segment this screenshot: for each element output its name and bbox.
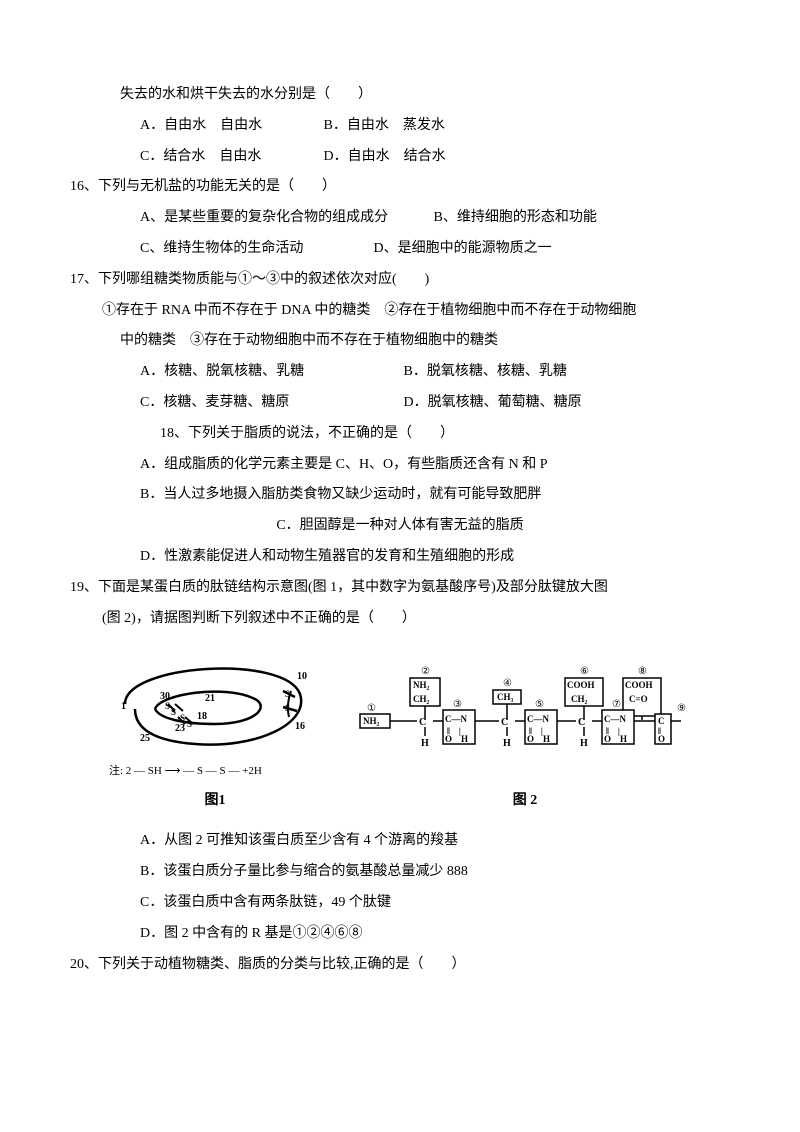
- fig1-label-16: 16: [295, 721, 305, 732]
- q16-stem: 16、下列与无机盐的功能无关的是（ ）: [70, 172, 730, 203]
- q19-choice-d: D．图 2 中含有的 R 基是①②④⑥⑧: [70, 919, 730, 950]
- fig2-c3: ③: [453, 699, 462, 710]
- q15-choice-b: B．自由水 蒸发水: [324, 111, 445, 142]
- q18-choice-b: B．当人过多地摄入脂肪类食物又缺少运动时，就有可能导致肥胖: [70, 480, 730, 511]
- q17-choices-row1: A．核糖、脱氧核糖、乳糖 B．脱氧核糖、核糖、乳糖: [70, 357, 730, 388]
- svg-text:O H: O H: [445, 734, 468, 744]
- svg-text:O: O: [658, 734, 665, 744]
- fig2-ch2-1: CH₂: [413, 694, 430, 704]
- fig2-c6: ⑥: [580, 666, 589, 677]
- figures-container: 1 10 16 18 21 23 25 30 SS SS SS 注: 2 — S…: [70, 649, 730, 816]
- q19-stem1: 19、下面是某蛋白质的肽链结构示意图(图 1，其中数字为氨基酸序号)及部分肽键放…: [70, 573, 730, 604]
- svg-text:C: C: [419, 717, 426, 728]
- svg-text:S: S: [180, 713, 185, 723]
- svg-text:O H: O H: [604, 734, 627, 744]
- q17-choice-b: B．脱氧核糖、核糖、乳糖: [404, 364, 567, 379]
- fig1-label-10: 10: [297, 671, 307, 682]
- svg-text:C—N: C—N: [527, 714, 549, 724]
- q17-choices-row2: C．核糖、麦芽糖、糖原 D．脱氧核糖、葡萄糖、糖原: [70, 388, 730, 419]
- fig2-c4: ④: [503, 678, 512, 689]
- fig2-nh2-left: NH₂: [363, 716, 380, 726]
- q19-stem2: (图 2)，请据图判断下列叙述中不正确的是（ ）: [70, 604, 730, 635]
- figure-2-caption: 图 2: [355, 786, 695, 817]
- q16-choice-d: D、是细胞中的能源物质之一: [374, 241, 552, 256]
- fig2-nh2-top: NH₂: [413, 680, 430, 690]
- fig2-c7: ⑦: [612, 699, 621, 710]
- q15-choice-d: D．自由水 结合水: [324, 142, 446, 173]
- q16-choice-a: A、是某些重要的复杂化合物的组成成分: [140, 203, 430, 234]
- q17-cond2: 中的糖类 ③存在于动物细胞中而不存在于植物细胞中的糖类: [70, 326, 730, 357]
- q19-choice-b: B．该蛋白质分子量比参与缩合的氨基酸总量减少 888: [70, 857, 730, 888]
- svg-text:S: S: [285, 689, 290, 699]
- fig1-label-25: 25: [140, 733, 150, 744]
- svg-text:C—N: C—N: [445, 714, 467, 724]
- q15-choices-row1: A．自由水 自由水 B．自由水 蒸发水: [70, 111, 730, 142]
- svg-text:H: H: [580, 738, 588, 749]
- fig2-cooh-1: COOH: [567, 680, 595, 690]
- q17-choice-a: A．核糖、脱氧核糖、乳糖: [140, 357, 400, 388]
- fig2-ch3: CH₃: [497, 692, 514, 702]
- q16-choices-row2: C、维持生物体的生命活动 D、是细胞中的能源物质之一: [70, 234, 730, 265]
- fig1-label-1: 1: [121, 701, 126, 712]
- q15-choices-row2: C．结合水 自由水 D．自由水 结合水: [70, 142, 730, 173]
- q18-choice-a: A．组成脂质的化学元素主要是 C、H、O，有些脂质还含有 N 和 P: [70, 450, 730, 481]
- figure-1-svg: 1 10 16 18 21 23 25 30 SS SS SS: [105, 649, 325, 759]
- q19-choice-a: A．从图 2 可推知该蛋白质至少含有 4 个游离的羧基: [70, 826, 730, 857]
- figure-1: 1 10 16 18 21 23 25 30 SS SS SS 注: 2 — S…: [105, 649, 325, 816]
- svg-text:C: C: [658, 716, 665, 726]
- fig2-c1: ①: [367, 703, 376, 714]
- q15-stem-tail: 失去的水和烘干失去的水分别是（ ）: [70, 80, 730, 111]
- fig2-c9: ⑨: [677, 703, 686, 714]
- q18-stem: 18、下列关于脂质的说法，不正确的是（ ）: [70, 419, 730, 450]
- q16-choice-b: B、维持细胞的形态和功能: [434, 210, 597, 225]
- q17-choice-c: C．核糖、麦芽糖、糖原: [140, 388, 400, 419]
- fig2-c8: ⑧: [638, 666, 647, 677]
- svg-text:H: H: [503, 738, 511, 749]
- figure-2-svg: ② ④ ⑥ ⑧ NH₂ CH₂ CH₃ COOH CH₂ COOH C=O: [355, 664, 695, 784]
- svg-text:C: C: [501, 717, 508, 728]
- svg-text:S: S: [187, 719, 192, 729]
- q16-choices-row1: A、是某些重要的复杂化合物的组成成分 B、维持细胞的形态和功能: [70, 203, 730, 234]
- svg-text:S: S: [285, 703, 290, 713]
- fig1-label-21: 21: [205, 693, 215, 704]
- svg-text:C—N: C—N: [604, 714, 626, 724]
- fig2-c2: ②: [421, 666, 430, 677]
- q15-choice-c: C．结合水 自由水: [140, 142, 320, 173]
- figure-1-caption: 图1: [105, 786, 325, 817]
- q17-choice-d: D．脱氧核糖、葡萄糖、糖原: [404, 395, 582, 410]
- fig1-label-23: 23: [175, 723, 185, 734]
- fig1-label-18: 18: [197, 711, 207, 722]
- q17-stem: 17、下列哪组糖类物质能与①～③中的叙述依次对应( ): [70, 265, 730, 296]
- figure-1-note: 注: 2 — SH ⟶ — S — S — +2H: [105, 759, 325, 783]
- q15-choice-a: A．自由水 自由水: [140, 111, 320, 142]
- q16-choice-c: C、维持生物体的生命活动: [140, 234, 370, 265]
- fig2-ch2-2: CH₂: [571, 694, 588, 704]
- svg-text:S: S: [171, 707, 176, 717]
- q19-choice-c: C．该蛋白质中含有两条肽链，49 个肽键: [70, 888, 730, 919]
- figure-2: ② ④ ⑥ ⑧ NH₂ CH₂ CH₃ COOH CH₂ COOH C=O: [355, 664, 695, 817]
- fig2-cooh-2: COOH: [625, 680, 653, 690]
- fig2-ceo: C=O: [629, 694, 648, 704]
- q18-choice-d: D．性激素能促进人和动物生殖器官的发育和生殖细胞的形成: [70, 542, 730, 573]
- q20-stem: 20、下列关于动植物糖类、脂质的分类与比较,正确的是（ ）: [70, 950, 730, 981]
- q18-choice-c: C．胆固醇是一种对人体有害无益的脂质: [70, 511, 730, 542]
- svg-text:O H: O H: [527, 734, 550, 744]
- q17-cond1: ①存在于 RNA 中而不存在于 DNA 中的糖类 ②存在于植物细胞中而不存在于动…: [70, 296, 730, 327]
- svg-text:S: S: [165, 701, 170, 711]
- svg-text:H: H: [421, 738, 429, 749]
- fig2-c5: ⑤: [535, 699, 544, 710]
- svg-text:C: C: [578, 717, 585, 728]
